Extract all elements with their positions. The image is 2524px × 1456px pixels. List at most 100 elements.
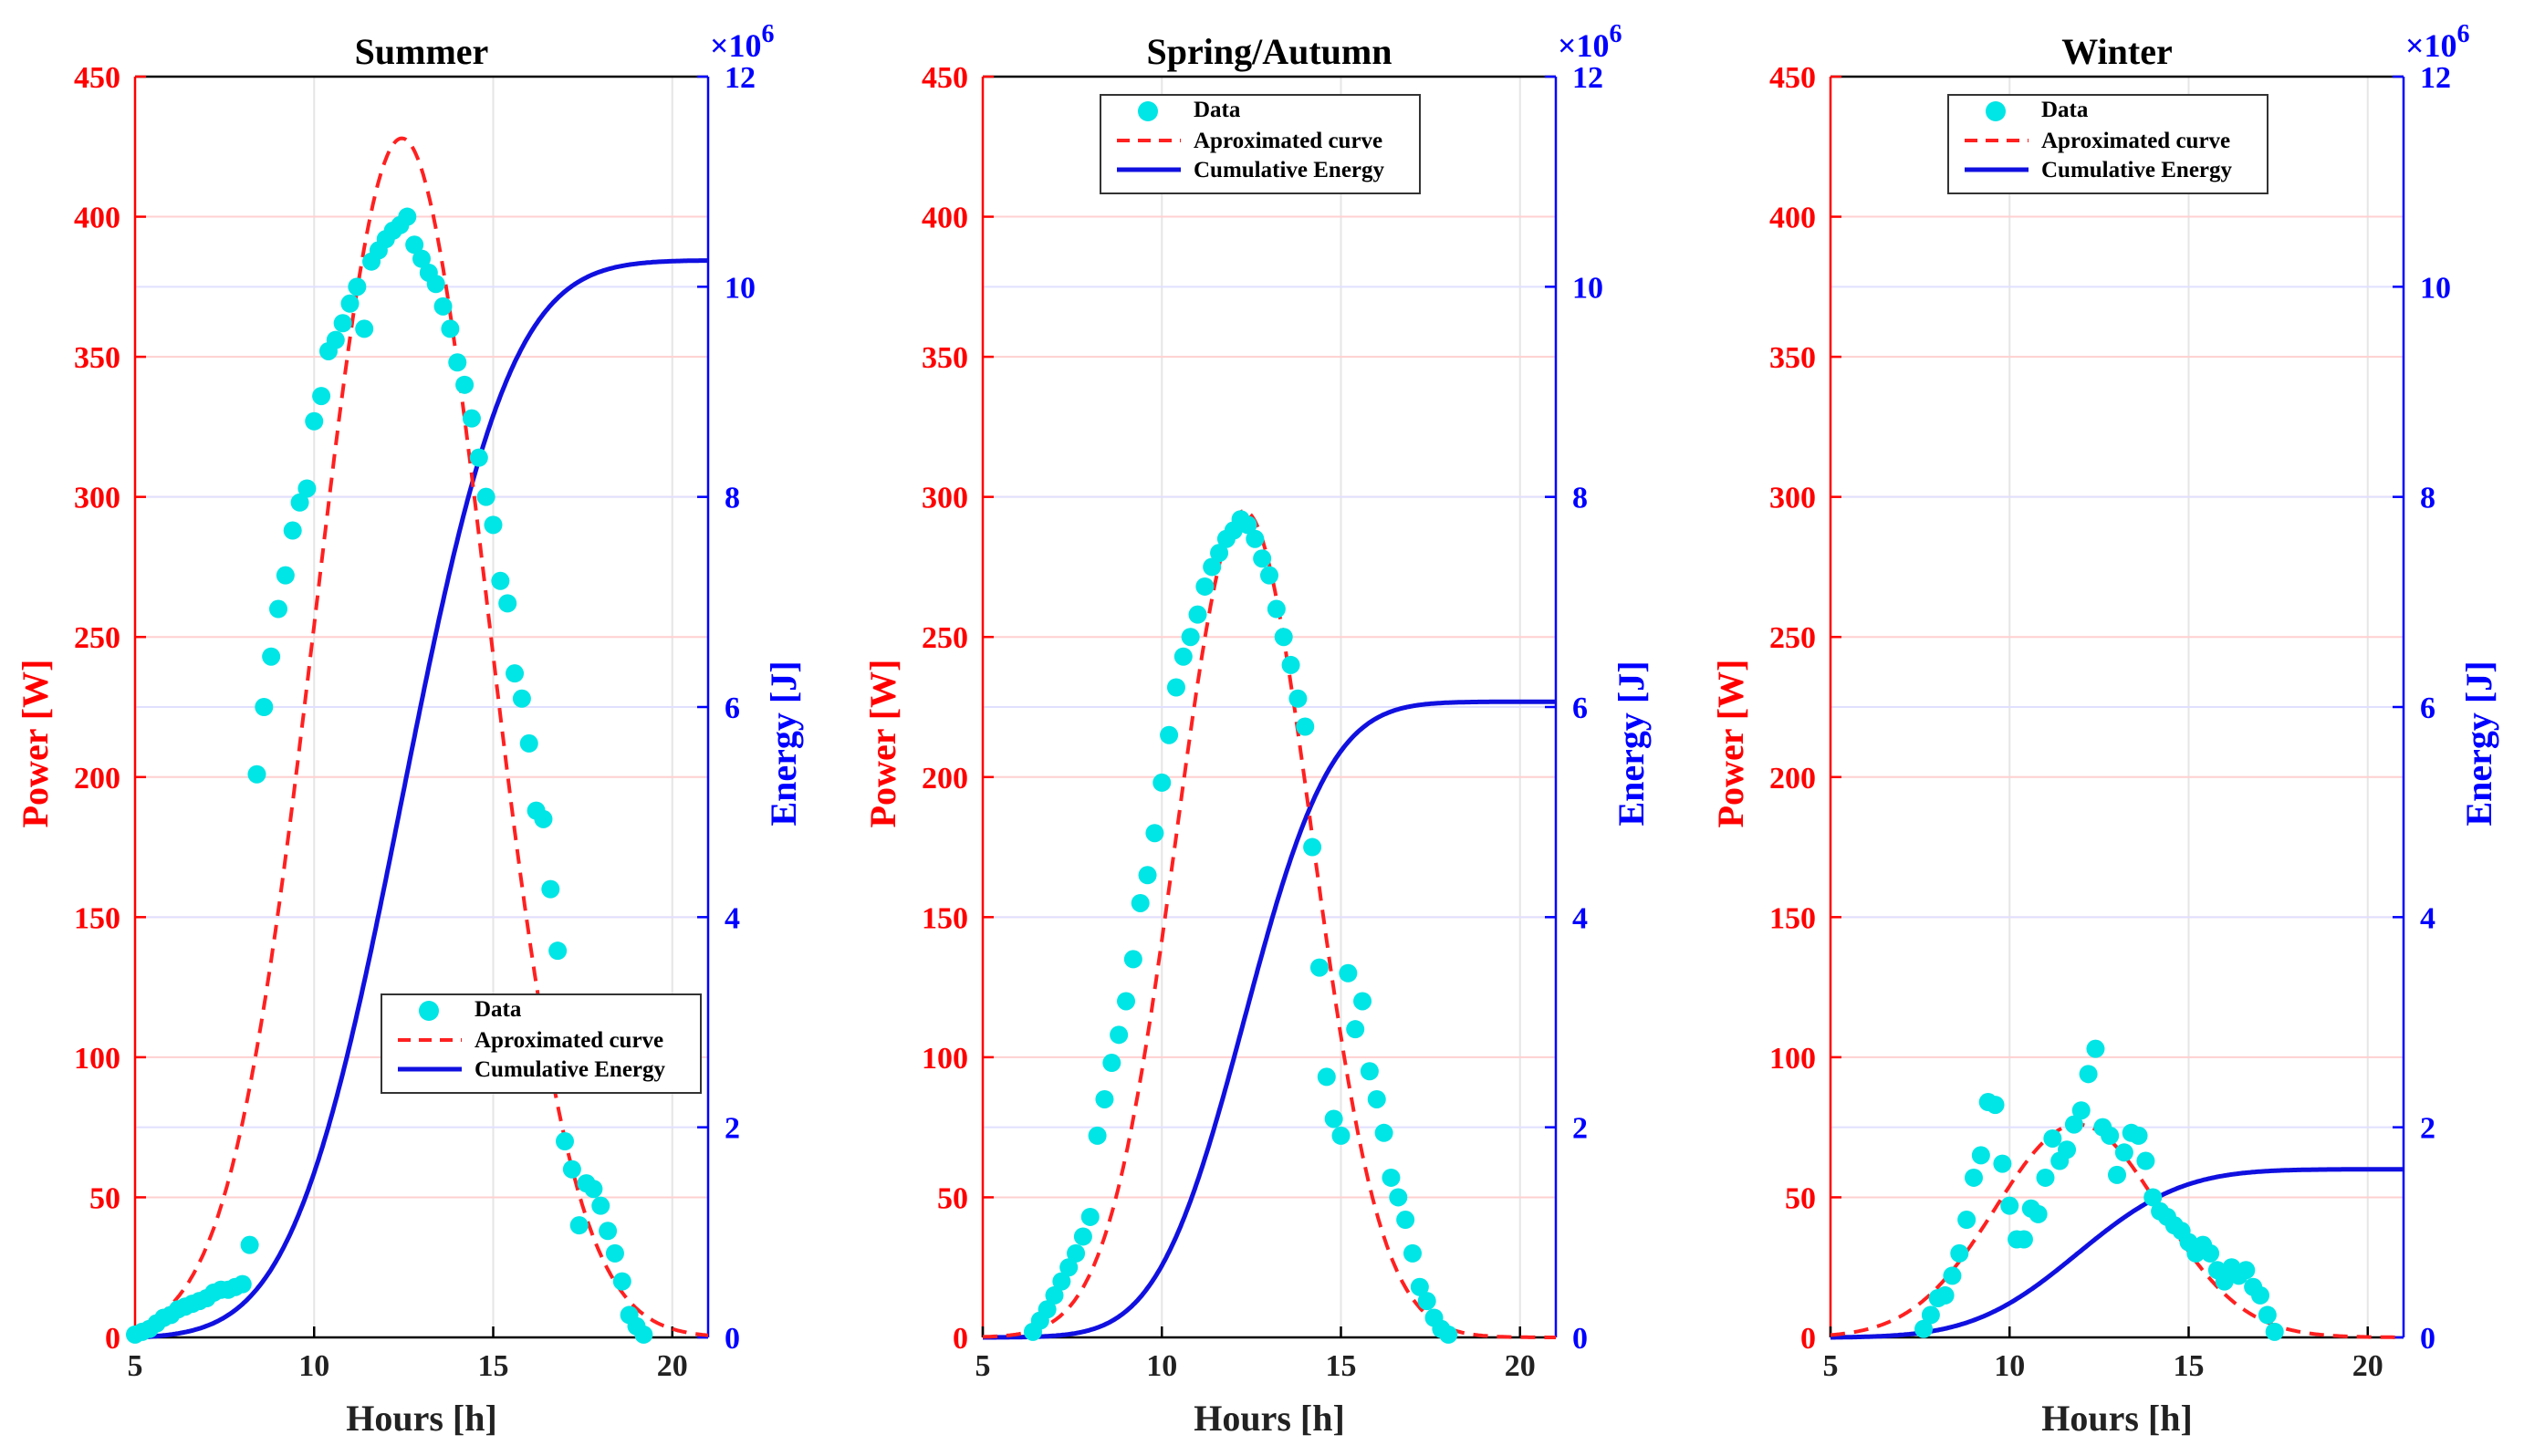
data-point: [1173, 647, 1193, 666]
data-point: [405, 235, 424, 255]
exponent-base: ×10: [710, 27, 762, 64]
data-point: [2000, 1196, 2019, 1215]
data-point: [326, 330, 345, 349]
exponent-power: 6: [2457, 20, 2470, 48]
data-point: [1410, 1277, 1429, 1296]
data-point: [233, 1274, 252, 1294]
data-point: [1950, 1243, 1969, 1263]
y-axis-label-right: Energy [J]: [2458, 660, 2499, 826]
data-point: [519, 733, 538, 753]
legend-marker-data: [419, 1001, 439, 1021]
data-point: [2079, 1065, 2098, 1084]
data-point: [1382, 1168, 1401, 1187]
data-point: [1138, 866, 1157, 885]
y-left-tick-label: 200: [74, 762, 120, 796]
data-point: [2064, 1115, 2083, 1134]
y-axis-label-left: Power [W]: [15, 660, 56, 828]
y-left-tick-label: 250: [1769, 621, 1816, 655]
data-point: [2265, 1322, 2284, 1341]
data-point: [1317, 1067, 1336, 1087]
x-tick-label: 15: [1326, 1349, 1357, 1383]
y-left-tick-label: 150: [922, 901, 968, 935]
legend-label: Data: [1194, 98, 1241, 122]
x-tick-label: 10: [1994, 1349, 2025, 1383]
data-point: [1260, 566, 1278, 585]
x-axis-label: Hours [h]: [2041, 1398, 2193, 1439]
data-point: [2036, 1168, 2055, 1187]
cumulative-energy-line: [134, 258, 709, 1340]
y-right-tick-label: 8: [725, 482, 740, 515]
y-right-exponent: ×106: [2405, 20, 2470, 64]
chart-panel-3: 5 10 15 20050100150200250300350400450024681…: [1710, 20, 2499, 1439]
data-point: [355, 319, 374, 338]
data-point: [1274, 628, 1293, 647]
chart-title: Summer: [355, 31, 489, 72]
chart-panel-1: 5 10 15 20050100150200250300350400450024681…: [15, 20, 804, 1439]
legend-label: Aproximated curve: [2041, 129, 2230, 153]
data-point: [476, 487, 495, 506]
y-right-exponent: ×106: [710, 20, 775, 64]
data-point: [1045, 1285, 1064, 1305]
y-left-tick-label: 300: [1769, 482, 1816, 515]
y-right-tick-label: 6: [725, 692, 740, 725]
cumulative-energy-line: [983, 699, 1556, 1340]
exponent-power: 6: [1610, 20, 1622, 48]
y-left-tick-label: 100: [1769, 1042, 1816, 1076]
data-point: [340, 294, 360, 313]
y-left-tick-label: 50: [937, 1181, 968, 1215]
legend-label: Data: [475, 997, 522, 1022]
data-point: [548, 941, 568, 961]
exponent-base: ×10: [2405, 27, 2457, 64]
data-point: [2029, 1204, 2048, 1223]
y-axis-label-right: Energy [J]: [763, 660, 804, 826]
data-point: [433, 296, 453, 316]
data-point: [2136, 1151, 2155, 1170]
data-point: [2215, 1272, 2234, 1291]
data-point: [484, 515, 503, 535]
y-right-tick-label: 12: [2420, 61, 2451, 95]
y-right-tick-label: 10: [2420, 271, 2451, 305]
data-point: [2201, 1243, 2220, 1263]
data-point: [1439, 1325, 1458, 1344]
data-point: [1971, 1146, 1990, 1165]
y-left-tick-label: 0: [105, 1322, 120, 1356]
y-left-tick-label: 350: [922, 341, 968, 375]
data-point: [1331, 1126, 1351, 1145]
data-point: [1102, 1054, 1121, 1073]
data-point: [1253, 549, 1272, 568]
data-point: [426, 275, 445, 294]
legend-label: Cumulative Energy: [1194, 158, 1385, 182]
data-point: [591, 1196, 610, 1215]
data-point: [1067, 1243, 1086, 1263]
data-point: [541, 879, 560, 899]
data-point: [1281, 655, 1300, 674]
data-point: [1943, 1266, 1962, 1285]
data-point: [1131, 893, 1150, 912]
data-point: [2101, 1126, 2120, 1145]
data-point: [512, 689, 531, 708]
data-point: [569, 1216, 589, 1235]
x-tick-label: 10: [298, 1349, 329, 1383]
data-point: [2114, 1143, 2133, 1162]
y-left-tick-label: 250: [74, 621, 120, 655]
data-point: [2043, 1128, 2062, 1148]
data-point: [1238, 515, 1257, 535]
y-left-tick-label: 300: [74, 482, 120, 515]
y-right-tick-label: 2: [725, 1112, 740, 1146]
data-point: [2058, 1140, 2077, 1160]
y-right-tick-label: 0: [2420, 1322, 2435, 1356]
data-point: [348, 277, 367, 296]
data-point: [1324, 1109, 1343, 1128]
data-point: [2086, 1039, 2105, 1058]
y-right-tick-label: 6: [2420, 692, 2435, 725]
data-point: [1123, 950, 1142, 969]
data-point: [262, 647, 281, 666]
data-point: [255, 698, 274, 716]
x-tick-label: 5: [128, 1349, 143, 1383]
y-right-tick-label: 12: [725, 61, 756, 95]
data-point: [556, 1132, 574, 1151]
y-left-tick-label: 0: [1800, 1322, 1816, 1356]
cumulative-energy-line: [1830, 1167, 2404, 1340]
y-right-tick-label: 2: [2420, 1112, 2435, 1146]
